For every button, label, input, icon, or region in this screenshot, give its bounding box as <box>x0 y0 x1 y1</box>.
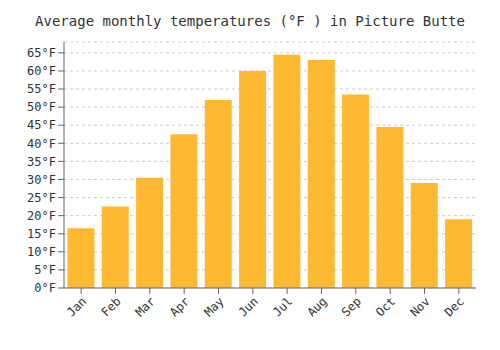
svg-text:Jan: Jan <box>64 294 89 319</box>
svg-text:5°F: 5°F <box>34 263 56 277</box>
svg-text:Oct: Oct <box>373 294 398 319</box>
svg-text:30°F: 30°F <box>27 173 56 187</box>
svg-text:Aug: Aug <box>304 294 329 319</box>
svg-text:55°F: 55°F <box>27 82 56 96</box>
svg-text:May: May <box>201 294 226 319</box>
svg-text:50°F: 50°F <box>27 100 56 114</box>
html-text:Average monthly temperatures (: Average monthly temperatures (°F ) in Pi… <box>35 13 465 29</box>
svg-text:Sep: Sep <box>339 294 364 319</box>
svg-text:Dec: Dec <box>442 294 467 319</box>
svg-text:20°F: 20°F <box>27 209 56 223</box>
svg-text:45°F: 45°F <box>27 118 56 132</box>
svg-text:Jul: Jul <box>270 294 295 319</box>
svg-text:60°F: 60°F <box>27 64 56 78</box>
svg-text:35°F: 35°F <box>27 155 56 169</box>
svg-text:0°F: 0°F <box>34 281 56 295</box>
svg-text:Jun: Jun <box>236 294 261 319</box>
svg-text:65°F: 65°F <box>27 46 56 60</box>
svg-text:25°F: 25°F <box>27 191 56 205</box>
svg-text:Mar: Mar <box>133 294 158 319</box>
svg-text:40°F: 40°F <box>27 137 56 151</box>
svg-text:Feb: Feb <box>98 294 123 319</box>
svg-text:15°F: 15°F <box>27 227 56 241</box>
svg-text:Apr: Apr <box>167 294 192 319</box>
svg-text:10°F: 10°F <box>27 245 56 259</box>
svg-text:Nov: Nov <box>407 294 432 319</box>
